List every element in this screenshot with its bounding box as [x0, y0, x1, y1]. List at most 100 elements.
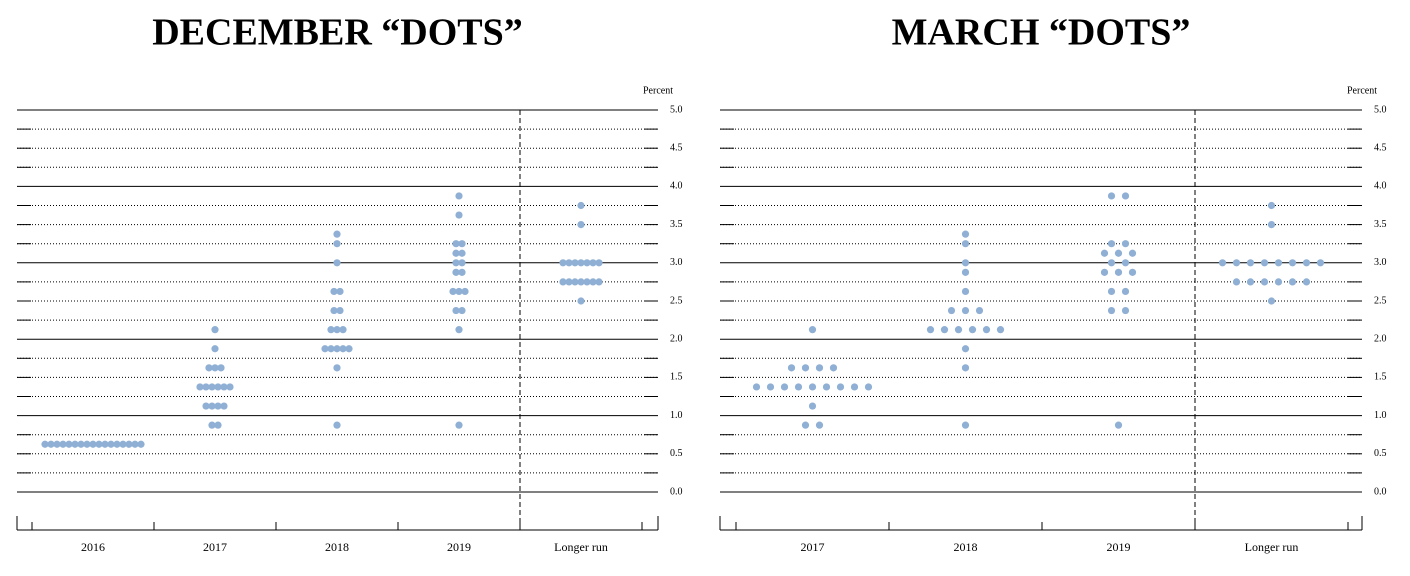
y-tick-label: 4.5: [670, 142, 683, 153]
x-tick-label: 2018: [954, 540, 978, 554]
dot: [333, 364, 341, 372]
dot: [752, 383, 761, 391]
x-tick-label: 2019: [447, 540, 471, 554]
dot: [1288, 278, 1297, 286]
y-tick-label: 1.5: [1374, 372, 1387, 383]
dot: [330, 287, 338, 296]
dot: [220, 383, 228, 391]
dot: [449, 287, 457, 296]
y-tick-label: 2.0: [670, 333, 683, 344]
dot: [595, 278, 603, 286]
dot: [1114, 268, 1123, 276]
dot: [1121, 259, 1130, 267]
dot: [1246, 259, 1255, 267]
dot: [217, 364, 225, 372]
dot: [345, 345, 353, 353]
dot: [577, 259, 585, 267]
dot: [864, 383, 873, 391]
dot: [577, 297, 585, 305]
dot: [77, 440, 85, 448]
dot: [559, 278, 567, 286]
dot: [1246, 278, 1255, 286]
dot: [220, 402, 228, 410]
y-tick-label: 0.0: [1374, 486, 1387, 497]
dot: [1107, 240, 1116, 248]
dot: [1232, 259, 1241, 267]
dot: [208, 421, 216, 429]
dot: [577, 221, 585, 229]
dot: [452, 268, 460, 276]
dot: [1121, 306, 1130, 315]
dot: [801, 421, 810, 429]
x-tick-label: 2017: [203, 540, 227, 554]
dot: [455, 326, 463, 334]
dot: [131, 440, 139, 448]
dot: [452, 240, 460, 248]
dot: [333, 326, 341, 334]
y-tick-label: 2.0: [1374, 333, 1387, 344]
dot: [333, 240, 341, 248]
dot: [202, 383, 210, 391]
dot: [333, 421, 341, 429]
dot: [961, 345, 970, 353]
y-tick-label: 1.0: [1374, 410, 1387, 421]
dot: [961, 287, 970, 296]
dot: [940, 326, 949, 334]
dot: [339, 345, 347, 353]
dot: [1267, 297, 1276, 305]
dot: [577, 278, 585, 286]
dot: [794, 383, 803, 391]
dot: [455, 421, 463, 429]
dot: [1100, 249, 1109, 257]
dot: [202, 402, 210, 410]
x-tick-label: 2017: [801, 540, 825, 554]
dot: [47, 440, 55, 448]
dot: [333, 259, 341, 267]
dot: [125, 440, 133, 448]
dot: [565, 278, 573, 286]
y-tick-label: 4.5: [1374, 142, 1387, 153]
dot: [583, 278, 591, 286]
dot: [1107, 306, 1116, 315]
dot: [836, 383, 845, 391]
dot: [59, 440, 67, 448]
y-tick-label: 3.0: [670, 257, 683, 268]
dot: [559, 259, 567, 267]
x-tick-label: Longer run: [554, 540, 608, 554]
dot: [808, 402, 817, 410]
dot: [211, 326, 219, 334]
dot: [101, 440, 109, 448]
y-tick-label: 4.0: [670, 181, 683, 192]
dot: [1232, 278, 1241, 286]
dot: [1302, 259, 1311, 267]
dot: [65, 440, 73, 448]
y-axis-label: Percent: [643, 85, 673, 96]
y-tick-label: 3.5: [670, 219, 683, 230]
dot: [1121, 240, 1130, 248]
dot: [327, 345, 335, 353]
dot: [961, 230, 970, 238]
dot: [458, 268, 466, 276]
dot: [333, 230, 341, 238]
y-tick-label: 4.0: [1374, 181, 1387, 192]
dot: [1267, 201, 1276, 210]
dot: [780, 383, 789, 391]
dot: [455, 192, 463, 200]
dot: [571, 259, 579, 267]
dot: [458, 249, 466, 257]
y-tick-label: 2.5: [1374, 295, 1387, 306]
dot: [1100, 268, 1109, 276]
x-tick-label: 2019: [1107, 540, 1131, 554]
dot: [214, 421, 222, 429]
dot: [815, 421, 824, 429]
dot: [961, 306, 970, 315]
dot: [1114, 249, 1123, 257]
dot: [975, 306, 984, 315]
dot: [850, 383, 859, 391]
y-tick-label: 0.5: [670, 448, 683, 459]
dot: [961, 268, 970, 276]
dot: [829, 364, 838, 372]
dot: [926, 326, 935, 334]
dot: [961, 240, 970, 248]
dot: [336, 306, 344, 315]
